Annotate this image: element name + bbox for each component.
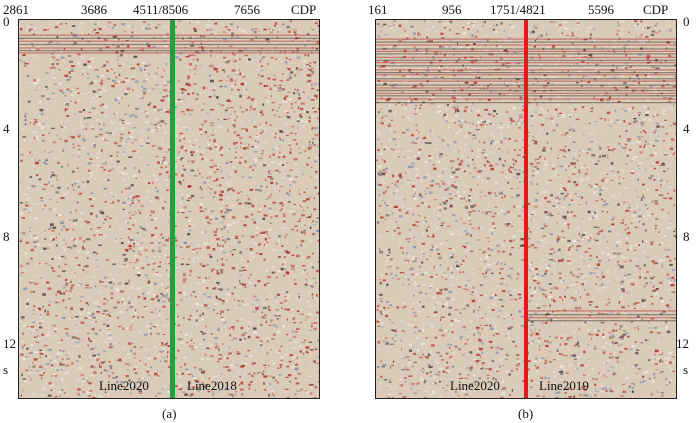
seismic-noise-a: [19, 20, 319, 398]
cdp-label-7656: 7656: [234, 2, 260, 17]
cdp-label-956: 956: [442, 2, 462, 17]
caption-b: (b): [518, 406, 534, 421]
cdp-label-3686: 3686: [81, 2, 107, 17]
cdp-label-161: 161: [368, 2, 388, 17]
cdp-axis-title: CDP: [643, 2, 669, 17]
time-unit: s: [3, 362, 9, 377]
caption-a: (a): [162, 406, 177, 421]
line-label-right-a: Line2018: [187, 378, 237, 393]
seismic-section-b: Line2020 Line2019: [375, 19, 677, 399]
line-label-right-b: Line2019: [539, 378, 589, 393]
cdp-axis-title: CDP: [291, 2, 317, 17]
line-label-left-a: Line2020: [99, 378, 149, 393]
cdp-label-5596: 5596: [588, 2, 614, 17]
line-junction-divider-b: [524, 20, 528, 398]
time-label-8: 8: [3, 229, 10, 244]
seismic-section-a: Line2020 Line2018: [18, 19, 320, 399]
time-unit: s: [683, 362, 689, 377]
time-label-8: 8: [683, 229, 690, 244]
time-label-12: 12: [3, 336, 16, 351]
cdp-label-junction: 4511/8506: [133, 2, 189, 17]
line-label-left-b: Line2020: [450, 378, 500, 393]
time-label-4: 4: [683, 121, 690, 136]
cdp-label-2861: 2861: [3, 2, 29, 17]
cdp-label-junction: 1751/4821: [490, 2, 546, 17]
line-junction-divider-a: [170, 20, 175, 398]
time-label-0: 0: [683, 14, 690, 29]
time-label-12: 12: [676, 336, 689, 351]
time-label-4: 4: [3, 121, 10, 136]
time-label-0: 0: [3, 14, 10, 29]
